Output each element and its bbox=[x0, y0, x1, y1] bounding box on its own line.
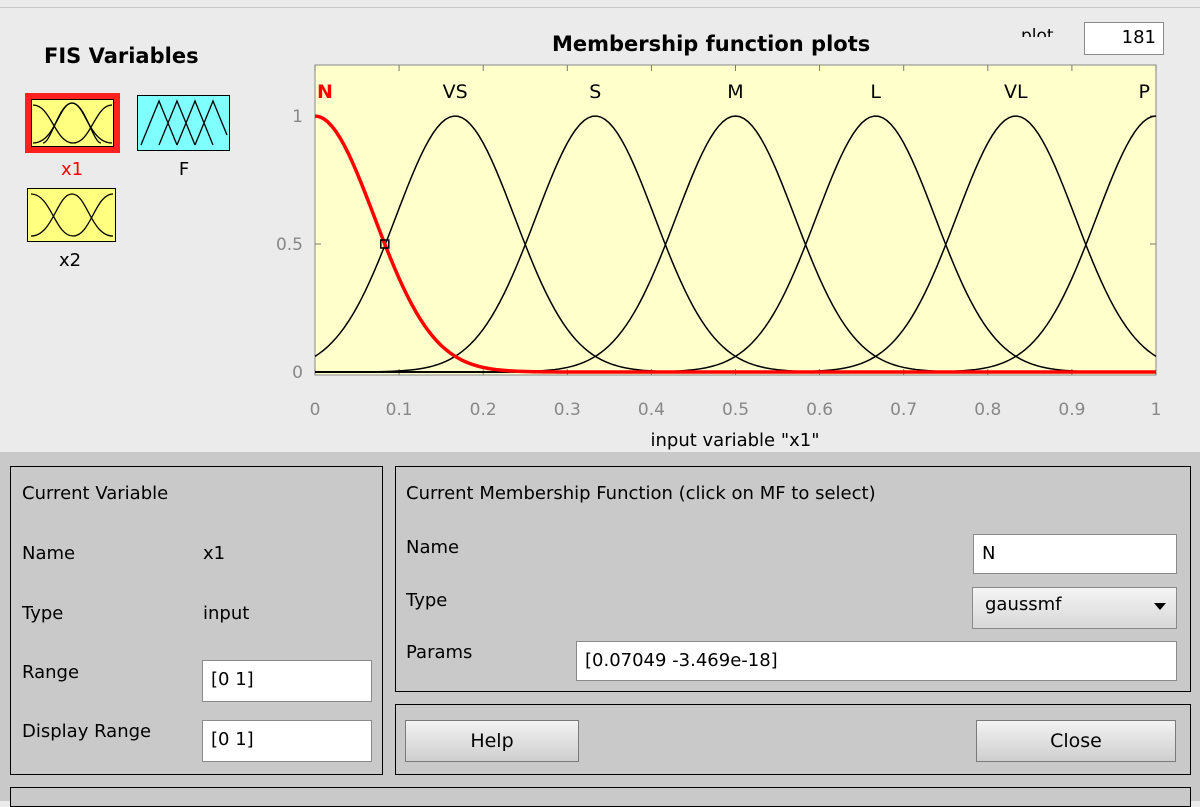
display-range-label: Display Range bbox=[22, 721, 152, 742]
current-variable-title: Current Variable bbox=[22, 483, 169, 504]
membership-function-chart[interactable]: 0 0.1 0.2 0.3 0.4 0.5 0.6 0.7 0.8 0.9 1 0 0.5 1 N VS S M… bbox=[0, 0, 1200, 452]
variable-x2-icon[interactable] bbox=[27, 188, 116, 242]
y-tick-label: 0 bbox=[292, 363, 303, 383]
mf-label-VL: VL bbox=[1004, 81, 1028, 103]
variable-x1-label: x1 bbox=[60, 159, 84, 180]
mf-label-N: N bbox=[317, 81, 333, 103]
x-tick-label: 0.9 bbox=[1058, 400, 1085, 420]
x-tick-label: 0.5 bbox=[722, 400, 749, 420]
mf-params-input[interactable]: [0.07049 -3.469e-18] bbox=[576, 641, 1177, 681]
plot-points-input[interactable]: 181 bbox=[1084, 22, 1164, 55]
variable-name-label: Name bbox=[22, 543, 76, 564]
range-input[interactable]: [0 1] bbox=[202, 660, 372, 702]
x-tick-label: 0.4 bbox=[638, 400, 665, 420]
mf-label-VS: VS bbox=[443, 81, 468, 103]
chevron-down-icon bbox=[1154, 603, 1166, 610]
mf-name-input[interactable]: N bbox=[973, 534, 1177, 574]
variable-F-label: F bbox=[178, 159, 190, 180]
mf-type-label: Type bbox=[406, 590, 448, 611]
y-tick-label: 0.5 bbox=[276, 235, 303, 255]
variable-name-value: x1 bbox=[203, 543, 226, 564]
variable-x2-label: x2 bbox=[58, 250, 82, 271]
mf-label-L: L bbox=[870, 81, 881, 103]
x-tick-label: 0.6 bbox=[806, 400, 833, 420]
fis-variables-title: FIS Variables bbox=[44, 44, 199, 68]
x-tick-label: 0.3 bbox=[554, 400, 581, 420]
current-variable-panel: Current Variable Name x1 Type input Rang… bbox=[10, 466, 383, 775]
mf-params-label: Params bbox=[406, 642, 473, 663]
status-bar bbox=[10, 787, 1191, 807]
mf-label-S: S bbox=[589, 81, 601, 103]
range-label: Range bbox=[22, 662, 80, 683]
selection-handle bbox=[380, 239, 390, 249]
current-mf-panel: Current Membership Function (click on MF… bbox=[395, 466, 1191, 692]
mf-type-dropdown[interactable]: gaussmf bbox=[972, 587, 1177, 629]
plot-area-background bbox=[314, 64, 1157, 376]
x-tick-label: 1 bbox=[1151, 400, 1162, 420]
x-axis-label: input variable "x1" bbox=[650, 430, 819, 451]
x-tick-label: 0.2 bbox=[470, 400, 497, 420]
close-button[interactable]: Close bbox=[976, 720, 1176, 762]
mf-label-P: P bbox=[1139, 81, 1150, 103]
help-button[interactable]: Help bbox=[405, 720, 579, 762]
x-tick-label: 0.1 bbox=[386, 400, 413, 420]
mf-type-value: gaussmf bbox=[985, 594, 1062, 615]
variable-F-icon[interactable] bbox=[137, 95, 230, 151]
y-tick-label: 1 bbox=[292, 107, 303, 127]
button-panel: Help Close bbox=[395, 704, 1191, 775]
variable-x1-icon[interactable] bbox=[25, 93, 120, 153]
plot-points-label: plot points: bbox=[1021, 26, 1054, 37]
mf-curve-N bbox=[314, 114, 1156, 374]
variable-type-label: Type bbox=[22, 603, 64, 624]
mf-label-M: M bbox=[727, 81, 743, 103]
plot-title: Membership function plots bbox=[552, 32, 871, 56]
x-tick-label: 0 bbox=[310, 400, 321, 420]
x-tick-label: 0.7 bbox=[890, 400, 917, 420]
variable-type-value: input bbox=[203, 603, 250, 624]
window-top-edge bbox=[0, 0, 1200, 8]
x-tick-label: 0.8 bbox=[974, 400, 1001, 420]
current-mf-title: Current Membership Function (click on MF… bbox=[406, 483, 876, 504]
mf-name-label: Name bbox=[406, 537, 460, 558]
display-range-input[interactable]: [0 1] bbox=[202, 720, 372, 762]
